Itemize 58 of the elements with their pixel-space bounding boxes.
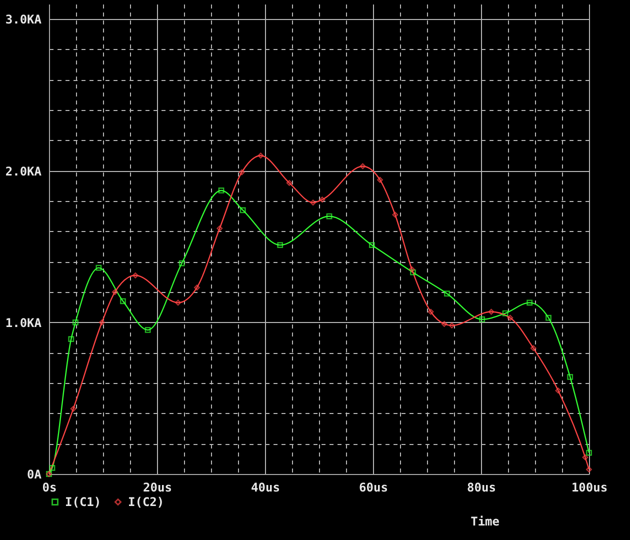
point: [526, 300, 533, 306]
point: [444, 290, 450, 297]
point: [96, 264, 102, 271]
point: [582, 454, 588, 460]
y-tick-label: 0A: [27, 468, 42, 482]
point: [507, 314, 514, 321]
point: [286, 180, 292, 186]
point: [240, 207, 246, 214]
point: [410, 269, 416, 276]
legend-label: I(C2): [128, 495, 164, 509]
point: [98, 319, 105, 326]
point: [144, 327, 151, 333]
point: [120, 298, 126, 304]
point: [194, 284, 200, 290]
point: [428, 308, 434, 315]
point: [216, 225, 223, 232]
point: [392, 212, 398, 218]
point: [258, 152, 264, 159]
point: [218, 188, 224, 194]
point: [277, 242, 284, 248]
x-tick-label: 40us: [251, 480, 280, 494]
point: [586, 466, 592, 472]
point: [238, 169, 245, 176]
point: [530, 345, 536, 352]
point: [408, 266, 415, 272]
point: [441, 320, 448, 327]
point: [326, 213, 332, 220]
point: [502, 310, 508, 316]
point: [479, 316, 486, 322]
point: [112, 289, 118, 296]
point: [68, 336, 74, 342]
point: [488, 308, 494, 315]
x-tick-label: 100us: [571, 480, 608, 494]
x-tick-label: 20us: [143, 480, 172, 494]
point: [132, 272, 138, 278]
point: [72, 319, 78, 326]
point: [586, 450, 592, 456]
x-tick-label: 60us: [359, 480, 388, 494]
x-tick-label: 80us: [467, 480, 496, 494]
point: [175, 300, 182, 306]
y-tick-label: 1.0KA: [5, 316, 42, 330]
x-axis-title: Time: [470, 514, 500, 528]
point: [70, 406, 76, 412]
point: [310, 200, 316, 206]
point: [360, 163, 366, 170]
point: [567, 374, 574, 380]
point: [178, 260, 185, 266]
point: [448, 322, 455, 328]
point: [555, 388, 562, 394]
point: [546, 314, 552, 321]
point: [49, 464, 56, 471]
point: [377, 176, 383, 183]
x-tick-label: 0s: [42, 480, 57, 494]
point: [368, 242, 375, 248]
legend-label: I(C1): [65, 495, 102, 509]
y-tick-label: 2.0KA: [5, 164, 42, 178]
y-tick-label: 3.0KA: [5, 12, 42, 27]
point: [319, 196, 326, 203]
